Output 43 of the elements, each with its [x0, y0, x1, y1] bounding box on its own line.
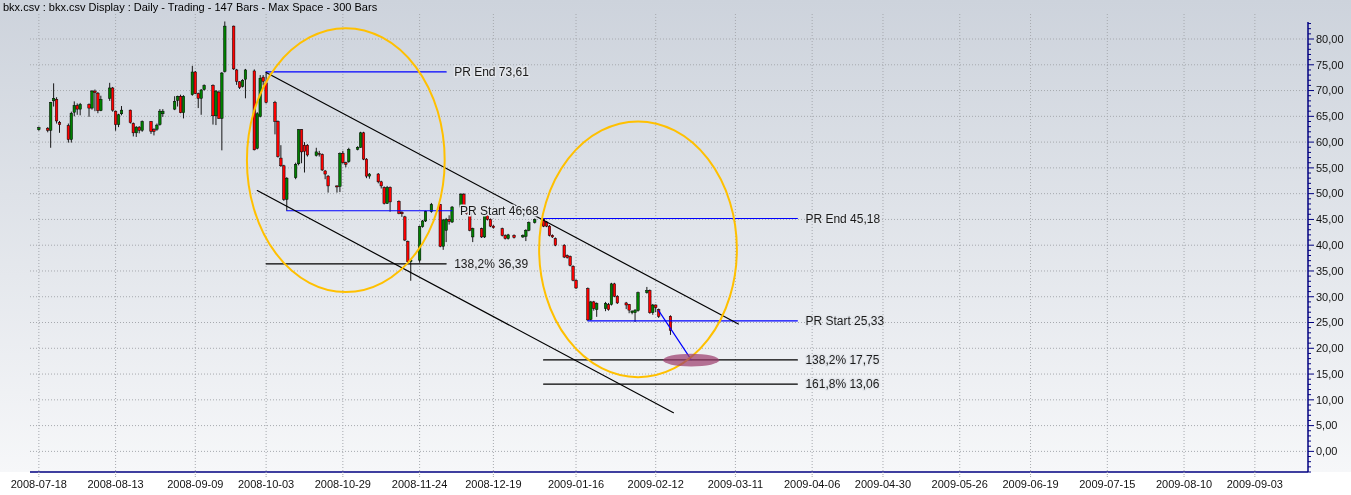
x-tick-label: 2009-01-16: [547, 478, 605, 490]
chart-title: bkx.csv : bkx.csv Display : Daily - Trading - 147 Bars - Max Space - 300 Bars: [3, 1, 378, 13]
annotation: 161,8% 13,06: [805, 377, 880, 392]
y-tick-label: 0,00: [1316, 445, 1338, 458]
y-tick-label: 45,00: [1316, 213, 1344, 226]
annotation: 138,2% 17,75: [805, 353, 880, 368]
x-tick-label: 2008-08-13: [87, 478, 144, 490]
y-tick-label: 20,00: [1316, 342, 1344, 355]
x-tick-label: 2009-03-11: [707, 478, 764, 490]
x-tick-label: 2009-08-10: [1155, 478, 1213, 490]
x-tick-label: 2009-07-15: [1079, 478, 1136, 490]
x-tick-label: 2008-12-19: [465, 478, 522, 490]
candlestick: [444, 217, 448, 243]
x-tick-label: 2009-09-03: [1226, 478, 1284, 490]
annotation: PR End 45,18: [805, 211, 881, 226]
y-tick-label: 35,00: [1316, 264, 1344, 277]
y-tick-label: 30,00: [1316, 290, 1344, 303]
x-tick-label: 2009-02-12: [627, 478, 684, 490]
y-tick-label: 25,00: [1316, 316, 1344, 329]
y-tick-label: 10,00: [1316, 393, 1344, 406]
y-tick-label: 15,00: [1316, 367, 1344, 380]
annotation: PR Start 25,33: [805, 314, 885, 329]
x-tick-label: 2009-04-06: [784, 478, 841, 490]
y-tick-label: 80,00: [1316, 32, 1344, 45]
x-tick-label: 2009-05-26: [931, 478, 988, 490]
x-tick-label: 2008-09-09: [167, 478, 224, 490]
x-tick-label: 2009-06-19: [1002, 478, 1059, 490]
x-tick-label: 2008-10-03: [237, 478, 295, 490]
y-tick-label: 5,00: [1316, 419, 1338, 432]
x-tick-label: 2008-11-24: [391, 478, 448, 490]
x-tick-label: 2008-10-29: [314, 478, 371, 490]
x-tick-label: 2008-07-18: [10, 478, 67, 490]
y-tick-label: 60,00: [1316, 135, 1344, 148]
y-tick-label: 75,00: [1316, 58, 1344, 71]
candlestick: [388, 185, 392, 213]
y-tick-label: 55,00: [1316, 161, 1344, 174]
y-tick-label: 70,00: [1316, 84, 1344, 97]
y-tick-label: 50,00: [1316, 187, 1344, 200]
x-tick-label: 2009-04-30: [854, 478, 912, 490]
annotation: PR End 73,61: [454, 65, 530, 80]
y-tick-label: 65,00: [1316, 110, 1344, 123]
y-tick-label: 40,00: [1316, 239, 1344, 252]
annotation: 138,2% 36,39: [454, 257, 529, 271]
